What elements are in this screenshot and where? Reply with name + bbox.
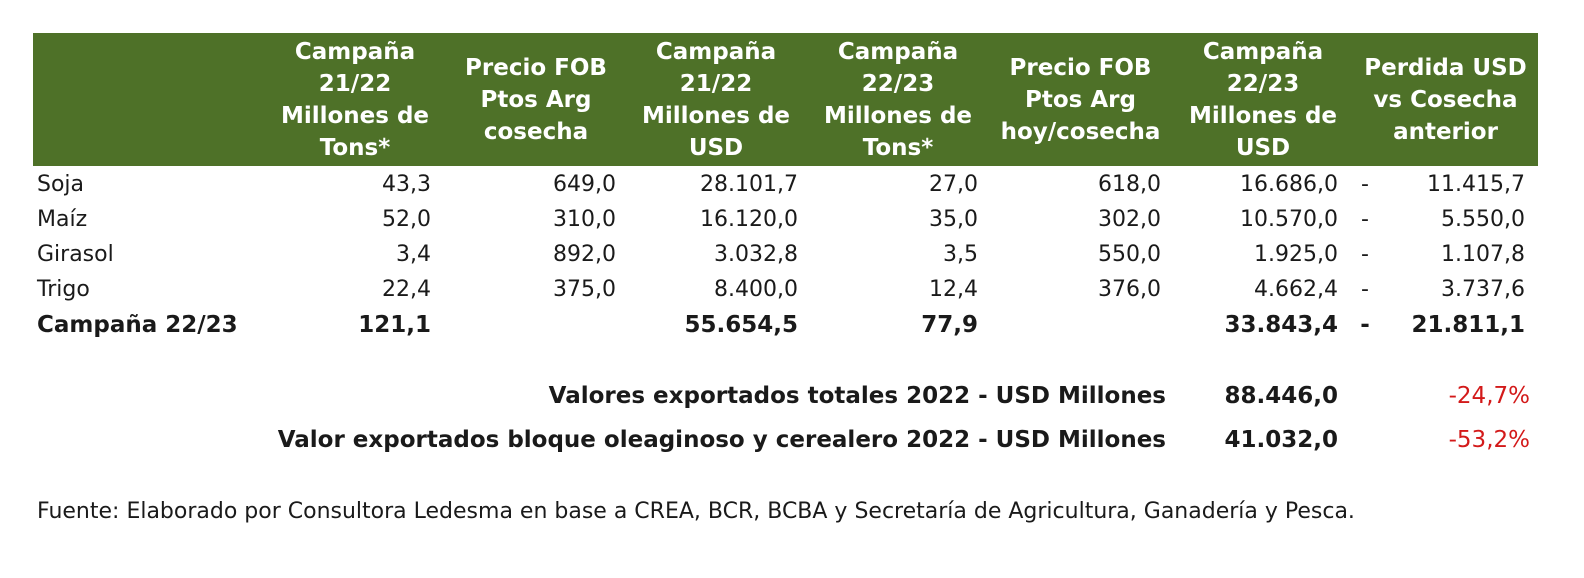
row-label: Girasol bbox=[37, 242, 114, 267]
cell-campaign-2223-usd: 16.686,0 bbox=[1240, 172, 1338, 197]
total-minus-sign: - bbox=[1360, 312, 1370, 338]
row-label: Soja bbox=[37, 172, 85, 197]
total-label: Campaña 22/23 bbox=[37, 312, 238, 338]
header-fob-price-harvest: Precio FOB Ptos Arg cosecha bbox=[465, 54, 607, 145]
summary-row-oilseed-cereal-exports: Valor exportados bloque oleaginoso y cer… bbox=[0, 420, 1584, 460]
total-campaign-2122-usd: 55.654,5 bbox=[684, 312, 799, 338]
cell-loss-usd: 11.415,7 bbox=[1427, 172, 1525, 197]
cell-minus-sign: - bbox=[1361, 172, 1369, 197]
cell-minus-sign: - bbox=[1361, 242, 1369, 267]
total-campaign-2223-usd: 33.843,4 bbox=[1224, 312, 1339, 338]
cell-fob-price-today: 618,0 bbox=[1098, 172, 1161, 197]
cell-campaign-2122-usd: 16.120,0 bbox=[700, 207, 798, 232]
total-campaign-2223-tons: 77,9 bbox=[921, 312, 978, 338]
cell-fob-price-harvest: 892,0 bbox=[553, 242, 616, 267]
row-label: Maíz bbox=[37, 207, 88, 232]
cell-fob-price-today: 550,0 bbox=[1098, 242, 1161, 267]
cell-campaign-2122-usd: 8.400,0 bbox=[714, 277, 798, 302]
cell-campaign-2122-tons: 43,3 bbox=[382, 172, 431, 197]
cell-fob-price-harvest: 310,0 bbox=[553, 207, 616, 232]
header-campaign-2223-usd: Campaña 22/23 Millones de USD bbox=[1188, 38, 1338, 161]
row-label: Trigo bbox=[37, 277, 90, 302]
header-blank bbox=[33, 33, 276, 166]
table-total-row: Campaña 22/23 121,1 55.654,5 77,9 33.843… bbox=[0, 307, 1584, 343]
cell-loss-usd: 3.737,6 bbox=[1441, 277, 1525, 302]
summary-value: 41.032,0 bbox=[1224, 427, 1339, 453]
summary-row-total-exports: Valores exportados totales 2022 - USD Mi… bbox=[0, 376, 1584, 416]
total-loss-usd: 21.811,1 bbox=[1411, 312, 1526, 338]
cell-campaign-2223-tons: 12,4 bbox=[929, 277, 978, 302]
header-campaign-2223-tons: Campaña 22/23 Millones de Tons* bbox=[823, 38, 973, 161]
cell-minus-sign: - bbox=[1361, 277, 1369, 302]
cell-campaign-2223-tons: 3,5 bbox=[943, 242, 978, 267]
table-row: Maíz 52,0 310,0 16.120,0 35,0 302,0 10.5… bbox=[0, 202, 1584, 238]
summary-percent: -24,7% bbox=[1448, 383, 1530, 409]
cell-minus-sign: - bbox=[1361, 207, 1369, 232]
table-row: Soja 43,3 649,0 28.101,7 27,0 618,0 16.6… bbox=[0, 167, 1584, 203]
summary-value: 88.446,0 bbox=[1224, 383, 1339, 409]
cell-loss-usd: 1.107,8 bbox=[1441, 242, 1525, 267]
header-campaign-2122-tons: Campaña 21/22 Millones de Tons* bbox=[280, 38, 430, 161]
cell-campaign-2223-tons: 35,0 bbox=[929, 207, 978, 232]
source-note: Fuente: Elaborado por Consultora Ledesma… bbox=[37, 499, 1355, 524]
cell-fob-price-today: 302,0 bbox=[1098, 207, 1161, 232]
cell-campaign-2122-usd: 28.101,7 bbox=[700, 172, 798, 197]
cell-campaign-2122-tons: 22,4 bbox=[382, 277, 431, 302]
cell-fob-price-harvest: 375,0 bbox=[553, 277, 616, 302]
cell-campaign-2223-usd: 1.925,0 bbox=[1254, 242, 1338, 267]
header-fob-price-today: Precio FOB Ptos Arg hoy/cosecha bbox=[1000, 54, 1161, 145]
cell-campaign-2122-tons: 3,4 bbox=[396, 242, 431, 267]
cell-loss-usd: 5.550,0 bbox=[1441, 207, 1525, 232]
table-header: Campaña 21/22 Millones de Tons* Precio F… bbox=[33, 33, 1538, 166]
cell-fob-price-harvest: 649,0 bbox=[553, 172, 616, 197]
cell-campaign-2223-tons: 27,0 bbox=[929, 172, 978, 197]
header-loss-usd: Perdida USD vs Cosecha anterior bbox=[1364, 54, 1527, 145]
cell-campaign-2122-tons: 52,0 bbox=[382, 207, 431, 232]
table-row: Trigo 22,4 375,0 8.400,0 12,4 376,0 4.66… bbox=[0, 272, 1584, 308]
cell-fob-price-today: 376,0 bbox=[1098, 277, 1161, 302]
summary-percent: -53,2% bbox=[1448, 427, 1530, 453]
summary-label: Valores exportados totales 2022 - USD Mi… bbox=[548, 383, 1166, 409]
header-campaign-2122-usd: Campaña 21/22 Millones de USD bbox=[641, 38, 791, 161]
cell-campaign-2223-usd: 10.570,0 bbox=[1240, 207, 1338, 232]
cell-campaign-2122-usd: 3.032,8 bbox=[714, 242, 798, 267]
table-row: Girasol 3,4 892,0 3.032,8 3,5 550,0 1.92… bbox=[0, 237, 1584, 273]
cell-campaign-2223-usd: 4.662,4 bbox=[1254, 277, 1338, 302]
total-campaign-2122-tons: 121,1 bbox=[358, 312, 431, 338]
summary-label: Valor exportados bloque oleaginoso y cer… bbox=[277, 427, 1166, 453]
